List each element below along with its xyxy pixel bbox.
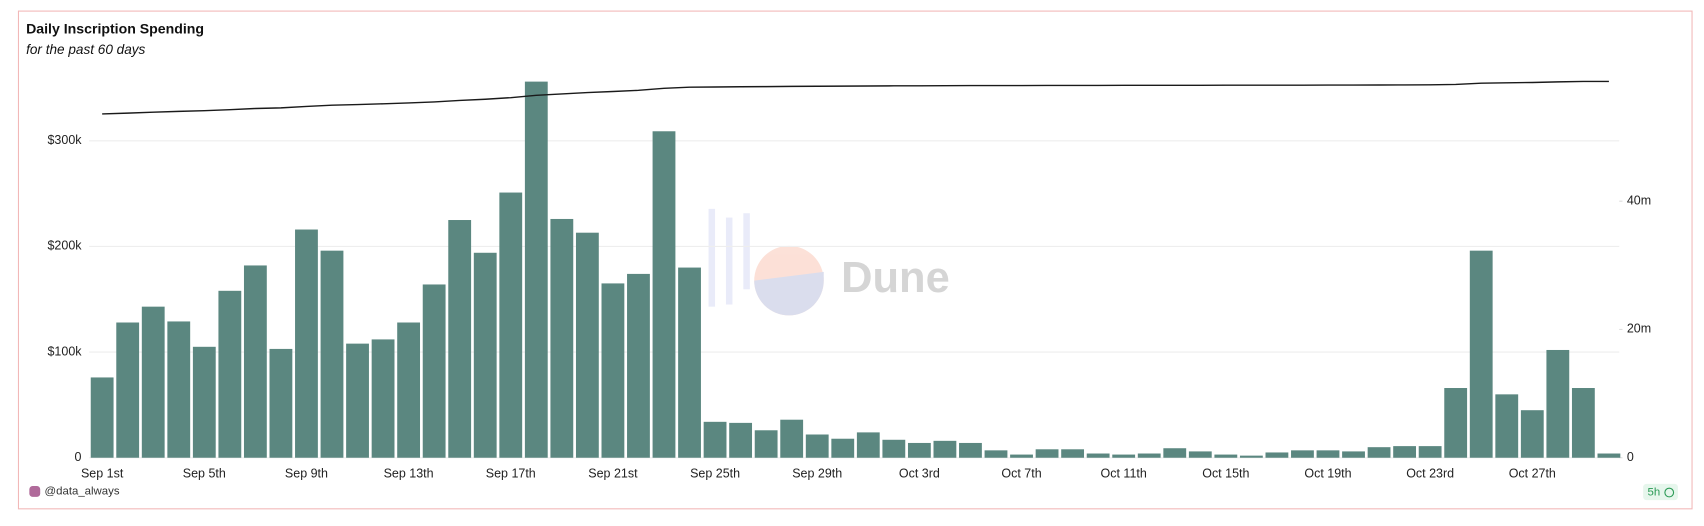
bar	[1520, 410, 1544, 458]
watermark: Dune	[841, 254, 950, 302]
bar	[729, 422, 753, 458]
bar	[1010, 454, 1033, 458]
bar	[1316, 450, 1340, 458]
bar	[1291, 450, 1314, 458]
y-tick-label: 0	[75, 450, 82, 464]
author-avatar	[29, 485, 41, 497]
bar	[141, 306, 165, 458]
x-tick-label: Sep 21st	[588, 466, 638, 480]
bar	[269, 348, 293, 458]
bar	[1086, 453, 1110, 458]
bar	[984, 450, 1008, 458]
bar	[550, 218, 574, 458]
bar	[320, 250, 344, 458]
bar	[1265, 452, 1289, 458]
x-tick-label: Sep 9th	[285, 466, 328, 480]
bar	[805, 434, 829, 458]
bar	[218, 290, 242, 458]
bar	[295, 229, 318, 458]
bar	[1367, 447, 1391, 458]
bar	[1239, 455, 1263, 458]
x-tick-label: Sep 17th	[486, 466, 536, 480]
bar	[499, 192, 523, 458]
bar	[703, 421, 727, 458]
bar	[882, 439, 906, 458]
x-tick-label: Oct 11th	[1101, 466, 1147, 480]
bar	[831, 438, 855, 458]
bar	[1112, 454, 1136, 458]
bar	[1495, 394, 1519, 458]
bar	[627, 273, 650, 458]
age: 5h	[1647, 487, 1660, 499]
bar	[1546, 349, 1570, 458]
x-tick-label: Sep 29th	[792, 466, 842, 480]
y2-tick-label: 0	[1627, 450, 1634, 464]
bar	[448, 220, 472, 458]
watermark-logo	[708, 208, 824, 316]
bar	[1597, 453, 1621, 458]
bar	[601, 283, 625, 458]
bar	[371, 339, 395, 458]
y-tick-label: $300k	[47, 133, 82, 147]
bar	[780, 419, 804, 458]
bar	[1035, 449, 1059, 458]
bar	[397, 322, 421, 458]
bar	[243, 265, 267, 458]
bar	[856, 432, 880, 458]
bar	[959, 442, 982, 458]
bar	[1188, 451, 1212, 458]
bar	[1444, 388, 1468, 458]
y-tick-label: $100k	[47, 344, 82, 358]
bar	[346, 343, 369, 458]
bar	[1418, 446, 1442, 458]
bar	[1214, 454, 1238, 458]
age-icon	[1664, 487, 1675, 498]
x-tick-label: Sep 25th	[690, 466, 740, 480]
bar	[167, 321, 191, 458]
bar	[524, 81, 548, 458]
chart-subtitle: for the past 60 days	[26, 42, 145, 57]
bar	[116, 322, 140, 458]
y-tick-label: $200k	[47, 239, 82, 253]
line	[102, 80, 1609, 115]
x-tick-label: Oct 19th	[1304, 466, 1351, 480]
x-tick-label: Sep 5th	[183, 466, 226, 480]
y2-tick-label: 20m	[1627, 322, 1651, 336]
x-tick-label: Oct 23rd	[1406, 466, 1454, 480]
chart-title: Daily Inscription Spending	[26, 20, 204, 36]
bar	[754, 430, 778, 458]
x-tick-label: Oct 3rd	[899, 466, 940, 480]
bar	[933, 440, 957, 458]
x-tick-label: Oct 15th	[1202, 466, 1249, 480]
bar	[1469, 250, 1493, 458]
x-tick-label: Oct 27th	[1509, 466, 1556, 480]
bar	[1163, 448, 1187, 458]
bar	[1571, 388, 1595, 458]
bar	[575, 232, 599, 458]
author[interactable]: @data_always	[45, 485, 120, 497]
bar	[1137, 453, 1161, 458]
bar	[1342, 451, 1365, 458]
bar	[90, 377, 114, 458]
bar	[907, 442, 931, 458]
bar	[1393, 446, 1417, 458]
x-tick-label: Sep 13th	[384, 466, 434, 480]
bar	[652, 131, 676, 458]
y2-tick-label: 40m	[1627, 193, 1651, 207]
x-tick-label: Sep 1st	[81, 466, 124, 480]
bar	[473, 252, 497, 458]
x-tick-label: Oct 7th	[1001, 466, 1041, 480]
bar	[192, 346, 216, 458]
bar	[678, 267, 701, 458]
bar	[1061, 449, 1085, 458]
bar	[422, 284, 446, 458]
